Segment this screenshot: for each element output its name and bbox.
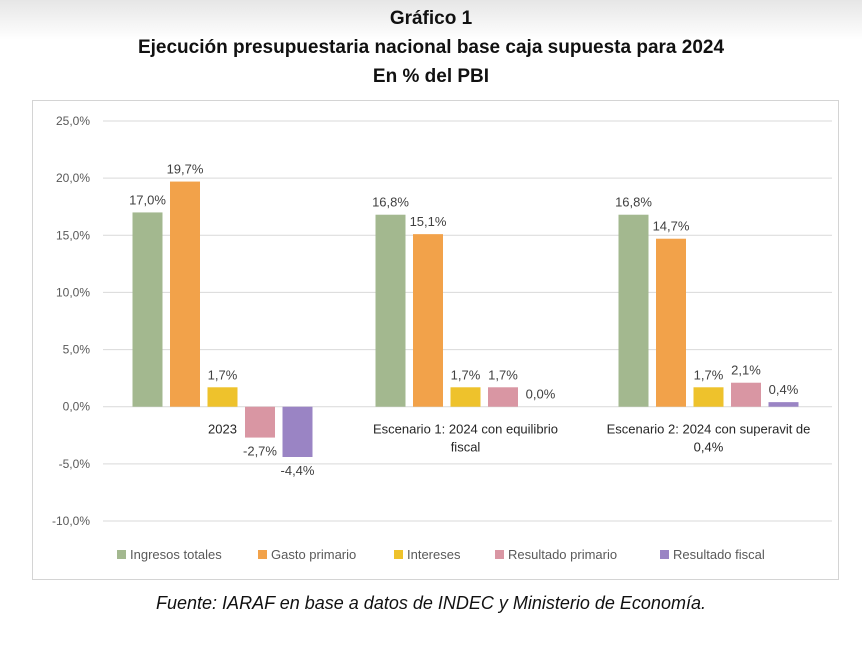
top-shade [0, 0, 862, 40]
bar [450, 387, 481, 407]
bar [375, 214, 406, 407]
legend-swatch [660, 550, 669, 559]
y-tick-label: 20,0% [56, 171, 90, 185]
legend-label: Gasto primario [271, 547, 356, 562]
y-tick-label: -5,0% [59, 457, 91, 471]
data-label: 1,7% [208, 367, 238, 382]
data-label: 1,7% [451, 367, 481, 382]
bar [413, 234, 443, 407]
category-label: fiscal [451, 440, 481, 455]
chart-titles: Gráfico 1 Ejecución presupuestaria nacio… [0, 4, 862, 91]
bar [282, 406, 313, 457]
category-label: Escenario 2: 2024 con superavit de [607, 422, 811, 437]
data-label: 16,8% [615, 195, 652, 210]
data-label: 2,1% [731, 363, 761, 378]
category-label: Escenario 1: 2024 con equilibrio [373, 422, 558, 437]
bar [618, 214, 649, 407]
bar [693, 387, 724, 407]
data-label: 1,7% [694, 367, 724, 382]
chart-subtitle: Ejecución presupuestaria nacional base c… [137, 37, 725, 58]
legend-swatch [117, 550, 126, 559]
legend-label: Resultado fiscal [673, 547, 765, 562]
data-label: 15,1% [410, 214, 447, 229]
y-tick-label: 15,0% [56, 228, 90, 242]
legend-label: Resultado primario [508, 547, 617, 562]
legend-label: Ingresos totales [130, 547, 222, 562]
bar [656, 238, 686, 407]
data-label: -4,4% [281, 463, 315, 478]
bar [170, 181, 200, 407]
bar-chart: 25,0% 20,0% 15,0% 10,0% 5,0% 0,0% -5,0% -10,0% 1… [52, 114, 832, 562]
bar [488, 387, 518, 407]
bar [245, 406, 275, 438]
y-tick-label: -10,0% [52, 514, 90, 528]
data-label: 17,0% [129, 192, 166, 207]
data-label: 0,4% [769, 382, 799, 397]
data-label: 19,7% [167, 162, 204, 177]
data-label: 1,7% [488, 367, 518, 382]
legend-swatch [258, 550, 267, 559]
legend-swatch [495, 550, 504, 559]
legend-swatch [394, 550, 403, 559]
bar [132, 212, 163, 407]
data-label: 0,0% [526, 387, 556, 402]
bar [768, 402, 799, 407]
y-tick-label: 5,0% [63, 343, 91, 357]
y-tick-label: 10,0% [56, 285, 90, 299]
source-note: Fuente: IARAF en base a datos de INDEC y… [156, 593, 706, 613]
data-label: -2,7% [243, 444, 277, 459]
y-tick-label: 0,0% [63, 400, 91, 414]
bar [731, 382, 761, 407]
category-label: 0,4% [694, 440, 724, 455]
chart-subtitle-units: En % del PBI [372, 66, 490, 87]
bar [207, 387, 238, 407]
legend-label: Intereses [407, 547, 461, 562]
y-tick-label: 25,0% [56, 114, 90, 128]
data-label: 14,7% [653, 219, 690, 234]
chart-title: Gráfico 1 [389, 8, 473, 29]
data-label: 16,8% [372, 195, 409, 210]
category-label: 2023 [208, 422, 237, 437]
